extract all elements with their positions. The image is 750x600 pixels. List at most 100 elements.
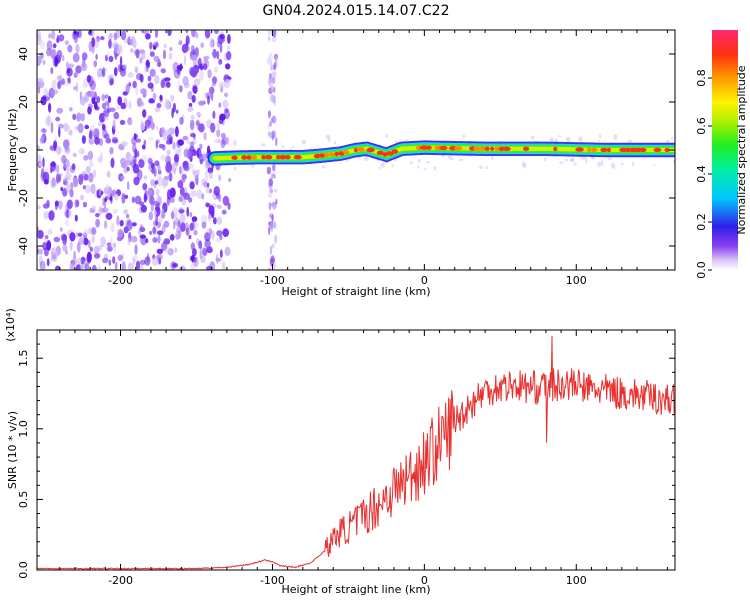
noise-cell <box>192 168 196 176</box>
noise-cell <box>93 253 101 259</box>
noise-cell <box>169 234 175 241</box>
noise-cell <box>162 49 167 60</box>
noise-cell <box>564 158 569 162</box>
ridge-peak <box>426 145 432 150</box>
noise-cell <box>585 157 588 164</box>
noise-cell <box>104 133 110 139</box>
noise-cell <box>191 94 196 103</box>
y-tick-label: 40 <box>17 47 30 61</box>
noise-cell <box>82 185 86 190</box>
noise-cell <box>140 124 145 131</box>
noise-cell <box>39 40 45 50</box>
noise-cell <box>187 90 193 100</box>
noise-cell <box>77 123 84 134</box>
noise-cell <box>44 247 49 257</box>
noise-cell <box>178 209 185 214</box>
noise-cell <box>271 70 277 78</box>
noise-cell <box>175 230 180 241</box>
noise-cell <box>115 105 121 110</box>
noise-cell <box>186 206 189 217</box>
ridge-peak <box>484 146 490 151</box>
noise-cell <box>172 207 179 213</box>
noise-cell <box>268 226 271 236</box>
noise-cell <box>82 78 88 89</box>
noise-cell <box>147 187 152 198</box>
noise-cell <box>94 189 98 198</box>
noise-cell <box>51 30 56 40</box>
colorbar-tick-label: 0.6 <box>695 117 708 135</box>
noise-cell <box>141 30 144 34</box>
noise-cell <box>119 119 126 125</box>
noise-cell <box>56 146 62 155</box>
noise-cell <box>94 106 100 111</box>
noise-cell <box>135 260 140 270</box>
noise-cell <box>578 136 583 142</box>
noise-cell <box>140 101 145 107</box>
noise-cell <box>160 79 165 89</box>
noise-cell <box>66 208 70 219</box>
noise-cell <box>185 30 189 33</box>
noise-cell <box>149 230 153 235</box>
noise-cell <box>196 111 200 117</box>
noise-cell <box>37 32 42 41</box>
noise-cell <box>170 94 175 102</box>
noise-cell <box>37 154 42 163</box>
noise-cell <box>154 160 160 167</box>
noise-cell <box>61 78 65 85</box>
noise-cell <box>61 154 67 164</box>
noise-cell <box>325 134 331 139</box>
noise-cell <box>196 189 202 200</box>
noise-cell <box>212 76 217 87</box>
noise-cell <box>39 260 46 270</box>
noise-cell <box>134 195 142 205</box>
x-tick-label: 100 <box>566 274 587 287</box>
noise-cell <box>156 253 163 260</box>
noise-cell <box>186 148 194 160</box>
noise-cell <box>160 155 167 162</box>
noise-cell <box>48 33 52 39</box>
noise-cell <box>116 215 120 226</box>
chart-title: GN04.2024.015.14.07.C22 <box>263 3 450 19</box>
noise-cell <box>152 226 157 235</box>
noise-cell <box>61 55 65 62</box>
ridge-peak <box>439 145 448 151</box>
noise-cell <box>80 62 88 72</box>
ridge-peak <box>638 147 647 153</box>
noise-cell <box>210 92 214 101</box>
noise-cell <box>204 170 209 182</box>
noise-cell <box>79 96 86 106</box>
noise-cell <box>77 232 83 237</box>
noise-cell <box>207 167 214 174</box>
noise-cell <box>121 141 128 147</box>
noise-cell <box>158 257 162 265</box>
noise-cell <box>189 119 195 131</box>
noise-cell <box>212 110 216 120</box>
noise-cell <box>275 136 278 147</box>
noise-cell <box>530 135 535 140</box>
noise-cell <box>152 92 157 101</box>
noise-cell <box>126 153 133 161</box>
noise-cell <box>110 157 115 168</box>
noise-cell <box>267 267 272 270</box>
noise-cell <box>144 30 147 36</box>
ridge-peak <box>454 146 463 151</box>
noise-cell <box>56 49 63 59</box>
noise-cell <box>666 139 670 144</box>
snr-frame <box>36 329 676 571</box>
y-tick-label: 0 <box>17 147 30 154</box>
noise-cell <box>37 145 40 151</box>
noise-cell <box>99 112 106 123</box>
noise-cell <box>87 150 94 161</box>
noise-cell <box>267 110 271 119</box>
snr-y-axis-label: SNR (10 * v/v) <box>6 411 19 489</box>
noise-cell <box>182 76 189 86</box>
noise-cell <box>139 259 146 265</box>
noise-cell <box>72 113 77 121</box>
noise-cell <box>157 235 161 244</box>
noise-cell <box>91 205 97 210</box>
noise-cell <box>72 152 77 158</box>
noise-cell <box>79 264 84 270</box>
noise-cell <box>171 107 174 119</box>
noise-cell <box>203 63 208 71</box>
noise-cell <box>51 79 57 90</box>
